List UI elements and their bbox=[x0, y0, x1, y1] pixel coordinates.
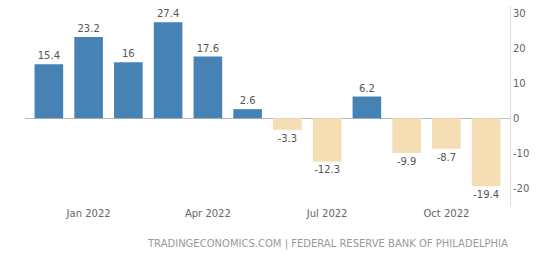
svg-text:17.6: 17.6 bbox=[197, 43, 219, 54]
svg-text:Jan 2022: Jan 2022 bbox=[66, 208, 111, 219]
svg-text:27.4: 27.4 bbox=[157, 8, 179, 19]
svg-text:10: 10 bbox=[513, 78, 526, 89]
svg-text:Oct 2022: Oct 2022 bbox=[423, 208, 469, 219]
svg-text:15.4: 15.4 bbox=[38, 50, 60, 61]
svg-text:-19.4: -19.4 bbox=[473, 189, 499, 200]
svg-text:-3.3: -3.3 bbox=[278, 133, 298, 144]
svg-text:0: 0 bbox=[513, 113, 519, 124]
svg-text:-9.9: -9.9 bbox=[397, 156, 417, 167]
svg-text:-10: -10 bbox=[513, 148, 529, 159]
svg-text:6.2: 6.2 bbox=[359, 83, 375, 94]
svg-text:-20: -20 bbox=[513, 183, 529, 194]
svg-text:Jul 2022: Jul 2022 bbox=[306, 208, 348, 219]
svg-text:TRADINGECONOMICS.COM | FEDERAL: TRADINGECONOMICS.COM | FEDERAL RESERVE B… bbox=[147, 238, 508, 250]
svg-text:2.6: 2.6 bbox=[240, 95, 256, 106]
svg-text:16: 16 bbox=[122, 48, 135, 59]
svg-text:Apr 2022: Apr 2022 bbox=[185, 208, 231, 219]
svg-text:23.2: 23.2 bbox=[77, 23, 99, 34]
svg-text:-8.7: -8.7 bbox=[437, 152, 457, 163]
svg-text:-12.3: -12.3 bbox=[314, 164, 340, 175]
svg-text:30: 30 bbox=[513, 8, 526, 19]
svg-text:20: 20 bbox=[513, 43, 526, 54]
